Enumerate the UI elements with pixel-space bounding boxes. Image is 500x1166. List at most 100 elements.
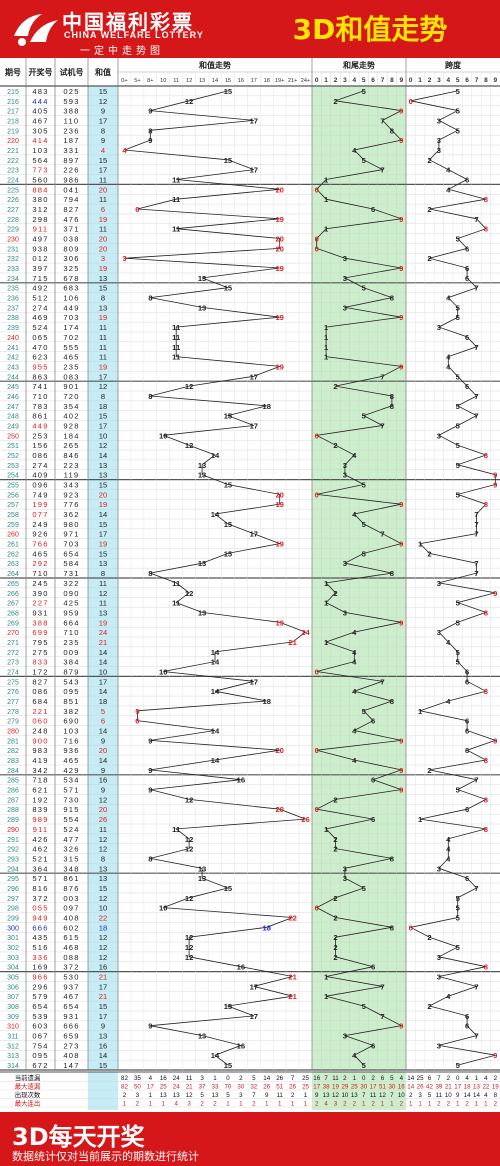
stats-tail-value: 19 [332,1084,339,1091]
col-header-test: 试机号 [60,67,84,77]
sum-bucket-label: 13 [199,78,205,84]
tail-trend-marker: 3 [343,864,347,873]
test-number-cell: 901 [63,382,79,391]
sum-cell: 14 [99,687,107,696]
test-number-cell: 322 [63,579,79,588]
sum-trend-marker: 21 [288,638,297,647]
col-header-draw: 开奖号 [29,67,53,77]
stats-span-value: 1 [475,1075,479,1082]
stats-sum-value: 1 [226,1101,230,1108]
sum-cell: 17 [99,982,107,991]
sum-trend-marker: 15 [224,87,233,96]
span-trend-marker: 5 [456,913,461,922]
tail-trend-marker: 5 [362,284,367,293]
stats-sum-value: 2 [291,1092,295,1099]
sum-trend-marker: 12 [185,441,193,450]
span-trend-marker: 6 [465,805,469,814]
draw-number-cell: 861 [32,412,48,421]
stats-tail-value: 12 [332,1092,339,1099]
span-trend-marker: 9 [493,471,497,480]
sum-cell: 17 [99,372,107,381]
tail-trend-marker: 8 [390,854,394,863]
stats-tail-value: 7 [390,1092,394,1099]
stats-span-value: 25 [417,1075,424,1082]
draw-number-cell: 827 [32,677,48,686]
draw-number-cell: 467 [32,116,48,125]
period-cell: 253 [7,463,19,470]
test-number-cell: 555 [63,343,79,352]
test-number-cell: 476 [63,215,79,224]
period-cell: 246 [7,394,19,401]
stats-sum-value: 32 [250,1084,257,1091]
sum-trend-marker: 12 [185,894,193,903]
span-trend-marker: 2 [427,766,431,775]
col-header-sum-trend: 和值走势 [199,60,231,70]
sum-trend-line [124,90,307,1066]
stats-sum-value: 1 [265,1101,269,1108]
tail-trend-marker: 3 [343,471,347,480]
tail-trend-marker: 3 [343,608,347,617]
span-trend-marker: 7 [474,982,478,991]
period-cell: 292 [7,847,19,854]
test-number-cell: 371 [63,225,79,234]
sum-cell: 19 [99,215,107,224]
stats-sum-value: 5 [200,1092,204,1099]
test-number-cell: 226 [63,166,79,175]
tail-trend-marker: 4 [352,687,357,696]
tail-trend-marker: 2 [333,835,337,844]
sum-trend-marker: 14 [211,451,220,460]
span-trend-marker: 6 [465,677,469,686]
footer-title: 3D每天开奖 [12,1123,145,1151]
sum-trend-marker: 11 [172,353,181,362]
sum-cell: 12 [99,933,107,942]
test-number-cell: 971 [63,530,79,539]
tail-trend-marker: 8 [390,923,394,932]
sum-cell: 17 [99,677,107,686]
period-cell: 221 [7,148,19,155]
period-cell: 274 [7,669,19,676]
tail-trend-marker: 9 [399,786,403,795]
sum-cell: 13 [99,559,107,568]
sum-cell: 8 [101,854,105,863]
stats-span-value: 1 [475,1101,479,1108]
stats-tail-bg [312,1072,406,1110]
sum-trend-marker: 11 [172,195,181,204]
span-digit-label: 5 [456,77,460,84]
span-trend-marker: 4 [446,638,451,647]
sum-bucket-label: 16 [238,78,244,84]
stats-tail-value: 12 [379,1092,386,1099]
draw-number-cell: 449 [32,421,48,430]
draw-number-cell: 172 [32,667,48,676]
test-number-cell: 235 [63,362,79,371]
test-number-cell: 025 [63,87,79,96]
tail-digit-label: 7 [381,77,385,84]
stats-sum-value: 1 [278,1101,282,1108]
draw-number-cell: 067 [32,1032,48,1041]
test-number-cell: 543 [63,677,79,686]
sum-cell: 9 [101,786,105,795]
period-cell: 254 [7,473,19,480]
draw-number-cell: 966 [32,973,48,982]
sum-trend-marker: 12 [185,845,193,854]
tail-trend-marker: 2 [333,845,337,854]
sum-cell: 20 [99,235,107,244]
stats-tail-value: 1 [381,1101,385,1108]
tail-trend-marker: 9 [399,362,403,371]
tail-trend-marker: 5 [362,87,367,96]
period-cell: 303 [7,955,19,962]
test-number-cell: 095 [63,687,79,696]
tail-trend-marker: 1 [324,638,329,647]
sum-cell: 8 [101,126,105,135]
test-number-cell: 425 [63,599,79,608]
tail-trend-marker: 5 [362,481,367,490]
stats-sum-value: 12 [186,1092,193,1099]
span-trend-marker: 7 [474,530,478,539]
period-cell: 284 [7,768,19,775]
stats-sum-value: 5 [226,1092,230,1099]
span-digit-label: 2 [428,77,432,84]
test-number-cell: 659 [63,1032,79,1041]
tail-trend-marker: 2 [333,953,337,962]
tail-trend-marker: 1 [324,353,329,362]
period-cell: 259 [7,522,19,529]
span-digit-label: 0 [409,77,413,84]
